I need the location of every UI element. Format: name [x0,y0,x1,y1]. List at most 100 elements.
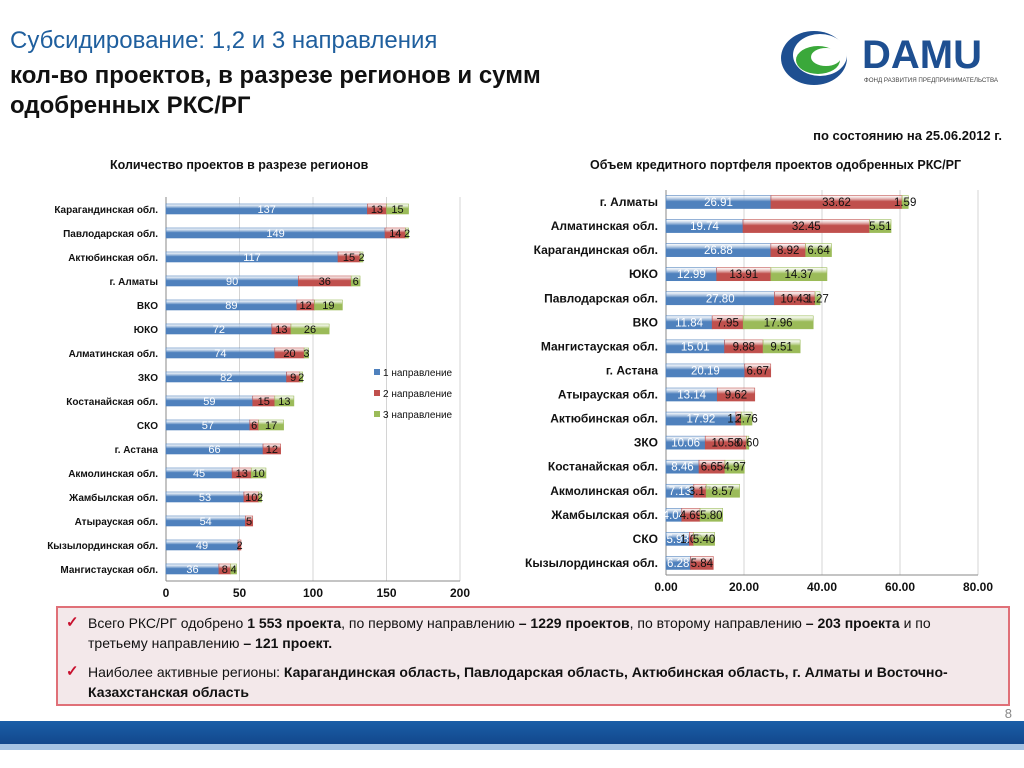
footer-bar-accent [0,744,1024,750]
data-label: 8.92 [777,245,799,257]
bar-segment [230,563,237,575]
x-tick-label: 100 [303,586,323,600]
chart-title-portfolio: Объем кредитного портфеля проектов одобр… [590,158,962,172]
data-label: 20.19 [691,365,720,377]
data-label: 3 [303,348,309,360]
x-tick-label: 80.00 [963,580,993,594]
category-label: СКО [137,421,158,432]
data-label: 7.95 [716,317,738,329]
data-label: 49 [196,540,208,552]
data-label: 14.37 [785,269,814,281]
logo-subtitle: ФОНД РАЗВИТИЯ ПРЕДПРИНИМАТЕЛЬСТВА [864,77,999,84]
data-label: 0.60 [736,438,758,450]
data-label: 4 [231,564,237,576]
bullet1-dir1: – 1229 проектов [518,615,630,631]
data-label: 7.13 [669,486,691,498]
data-label: 53 [199,492,211,504]
data-label: 20 [283,348,295,360]
bar-segment [299,371,304,383]
legend-swatch [374,411,380,417]
data-label: 8.57 [712,486,734,498]
bar-segment [699,508,723,522]
data-label: 10.43 [780,293,809,305]
data-label: 74 [214,348,226,360]
bar-segment [746,435,750,450]
data-label: 15 [343,252,355,264]
bar-segment [716,387,756,402]
data-label: 1.59 [894,197,916,209]
data-label: 13 [236,468,248,480]
data-label: 10 [252,468,264,480]
data-label: 10.06 [671,438,700,450]
bar-segment [744,363,772,378]
category-label: Карагандинская обл. [534,243,658,257]
category-label: Алматинская обл. [69,348,159,360]
data-label: 5.40 [693,534,715,546]
subtitle-line-2: одобренных РКС/РГ [10,92,251,119]
summary-box: ✓ Всего РКС/РГ одобрено 1 553 проекта, п… [56,606,1010,706]
bar-segment [705,483,740,498]
legend-label: 1 направление [383,368,453,379]
chart-title-projects: Количество проектов в разрезе регионов [110,158,369,172]
data-label: 6.65 [701,462,723,474]
data-label: 45 [193,468,205,480]
data-label: 9 [290,372,296,384]
data-label: 8.46 [671,462,693,474]
category-label: Акмолинская обл. [550,484,658,498]
bullet1-dir3: – 121 проект. [243,635,333,651]
category-label: ВКО [137,301,158,312]
data-label: 90 [226,276,238,288]
data-label: 5.51 [869,221,891,233]
data-label: 9.51 [770,341,792,353]
bar-segment [290,323,330,335]
date-note: по состоянию на 25.06.2012 г. [813,128,1002,143]
category-label: Жамбылская обл. [68,492,158,504]
legend-swatch [374,390,380,396]
data-label: 13.91 [729,269,758,281]
bar-segment [258,491,262,503]
loan-portfolio-chart: 0.00 20.00 40.00 60.00 80.00 г. Алматы 26.91 33… [525,190,993,594]
data-label: 13 [371,204,383,216]
category-label: ЗКО [138,373,158,384]
legend-label: 2 направление [383,389,453,400]
bar-segment [303,347,309,359]
data-label: 15 [258,396,270,408]
bar-segment [901,195,909,209]
category-label: Актюбинская обл. [68,252,158,264]
x-tick-label: 50 [233,586,247,600]
category-label: Кызылординская обл. [47,540,158,552]
bar-segment [350,275,361,287]
category-label: Павлодарская обл. [544,291,658,305]
category-label: Актюбинская обл. [550,412,658,426]
data-label: 19 [322,300,334,312]
data-label: 2 [257,492,263,504]
category-label: ЮКО [134,325,158,336]
category-label: Кызылординская обл. [525,556,658,570]
data-label: 89 [225,300,237,312]
bar-segment [690,556,714,570]
bar-segment [693,532,715,546]
bar-segment [869,219,892,233]
x-tick-label: 60.00 [885,580,915,594]
bullet1-text-3: , по второму направлению [629,615,806,631]
category-label: Алматинская обл. [551,219,658,233]
bar-segment [770,267,828,282]
x-tick-label: 150 [376,586,396,600]
data-label: 5.80 [700,510,722,522]
bar-segment [742,315,814,330]
category-label: г. Алматы [600,195,658,209]
data-label: 10.58 [711,438,740,450]
data-label: 12 [266,444,278,456]
bullet1-text-4: и по третьему направлению [88,615,931,651]
category-label: Мангистауская обл. [541,339,658,353]
data-label: 6 [353,276,359,288]
data-label: 17.96 [764,317,793,329]
data-label: 19.74 [690,221,719,233]
data-label: 3.17 [689,486,711,498]
data-label: 12 [300,300,312,312]
data-label: 26 [304,324,316,336]
legend-label: 3 направление [383,410,453,421]
category-label: г. Астана [606,363,658,377]
data-label: 4.04 [663,510,686,522]
bullet1-text-2: , по первому направлению [341,615,519,631]
